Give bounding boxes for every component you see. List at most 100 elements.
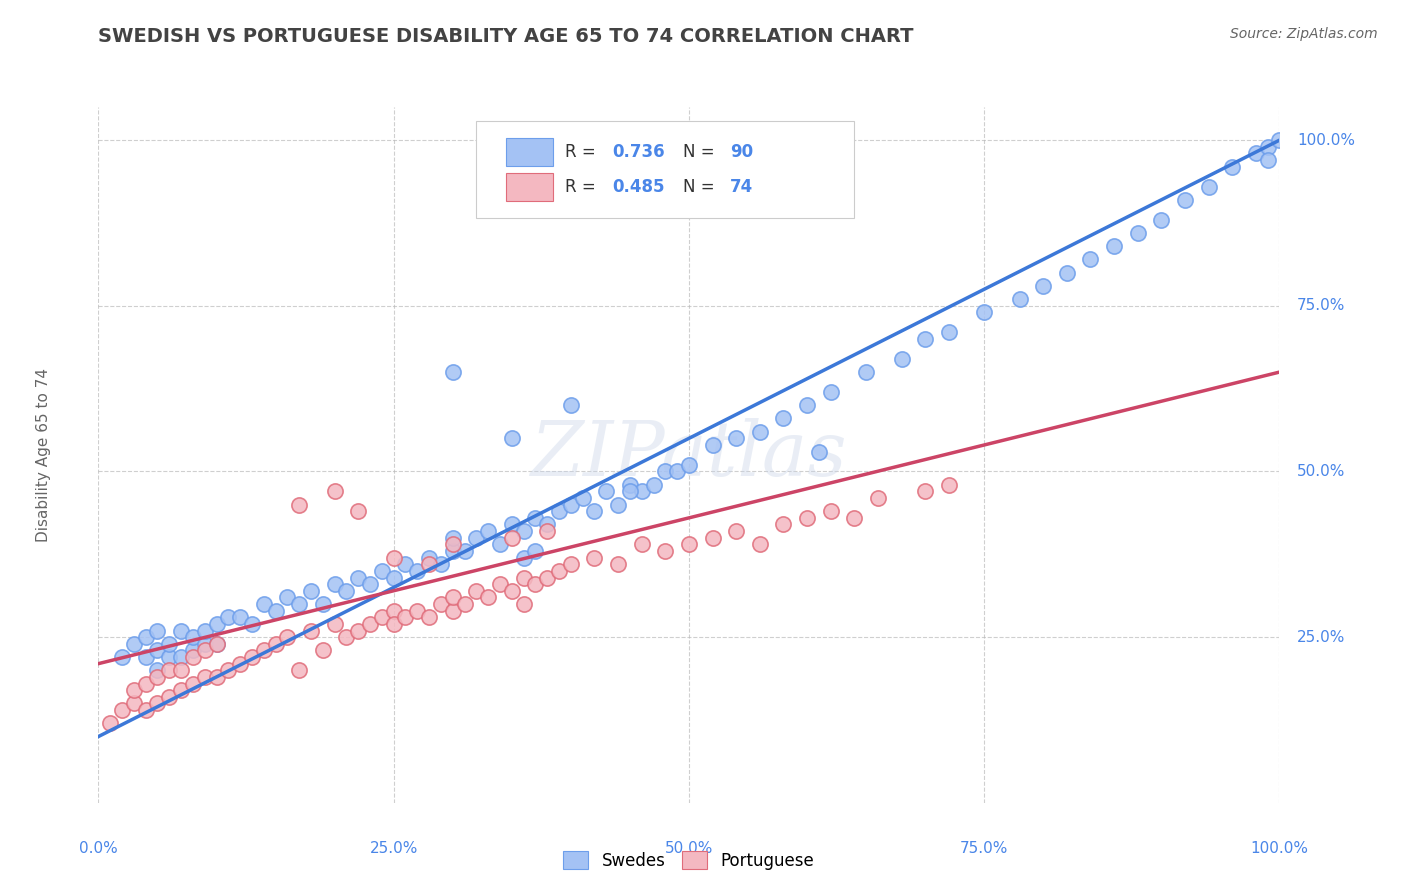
Point bbox=[288, 663, 311, 677]
Point bbox=[406, 564, 429, 578]
Point bbox=[382, 604, 405, 618]
Point bbox=[536, 524, 558, 538]
Point bbox=[666, 465, 689, 479]
Point bbox=[122, 683, 145, 698]
Point bbox=[323, 616, 346, 631]
Point bbox=[548, 564, 571, 578]
Point bbox=[418, 550, 440, 565]
Point bbox=[1257, 153, 1279, 167]
Point bbox=[725, 431, 748, 445]
Point bbox=[170, 663, 193, 677]
Point bbox=[807, 444, 830, 458]
Point bbox=[512, 570, 534, 584]
Text: 74: 74 bbox=[730, 178, 754, 196]
Point bbox=[678, 458, 700, 472]
Bar bbox=[506, 138, 553, 166]
Point bbox=[1244, 146, 1267, 161]
Text: 100.0%: 100.0% bbox=[1250, 841, 1309, 856]
Point bbox=[288, 498, 311, 512]
Point bbox=[489, 537, 512, 551]
Point bbox=[335, 630, 357, 644]
Point bbox=[205, 637, 228, 651]
Point bbox=[441, 365, 464, 379]
Point bbox=[253, 597, 276, 611]
Point bbox=[866, 491, 889, 505]
Text: 50.0%: 50.0% bbox=[665, 841, 713, 856]
Point bbox=[146, 643, 169, 657]
Point bbox=[157, 650, 180, 665]
Point bbox=[1102, 239, 1125, 253]
Point bbox=[335, 583, 357, 598]
Text: 0.736: 0.736 bbox=[612, 144, 665, 161]
Point bbox=[630, 537, 652, 551]
Point bbox=[253, 643, 276, 657]
Point bbox=[312, 597, 335, 611]
Bar bbox=[506, 173, 553, 201]
Point bbox=[678, 537, 700, 551]
Point bbox=[1032, 279, 1054, 293]
Text: 75.0%: 75.0% bbox=[960, 841, 1008, 856]
Point bbox=[477, 591, 499, 605]
Point bbox=[135, 703, 157, 717]
Point bbox=[524, 577, 547, 591]
Point bbox=[371, 610, 394, 624]
Point bbox=[347, 504, 370, 518]
Text: Source: ZipAtlas.com: Source: ZipAtlas.com bbox=[1230, 27, 1378, 41]
Point bbox=[146, 624, 169, 638]
Point bbox=[382, 550, 405, 565]
Text: N =: N = bbox=[683, 144, 720, 161]
Point bbox=[914, 332, 936, 346]
Point bbox=[441, 604, 464, 618]
Point bbox=[312, 643, 335, 657]
Point bbox=[607, 558, 630, 572]
Point bbox=[748, 425, 770, 439]
Point bbox=[1198, 179, 1220, 194]
Point bbox=[170, 683, 193, 698]
Point bbox=[560, 498, 582, 512]
Point bbox=[394, 558, 416, 572]
Point bbox=[1150, 212, 1173, 227]
Point bbox=[890, 351, 912, 366]
Point bbox=[135, 630, 157, 644]
Point bbox=[394, 610, 416, 624]
Point bbox=[1268, 133, 1291, 147]
Point bbox=[619, 484, 641, 499]
Point bbox=[501, 531, 523, 545]
Point bbox=[583, 504, 606, 518]
Point bbox=[796, 398, 818, 412]
Point bbox=[536, 517, 558, 532]
Point bbox=[194, 637, 217, 651]
Point bbox=[820, 504, 842, 518]
Point bbox=[453, 544, 475, 558]
Point bbox=[194, 643, 217, 657]
Text: 50.0%: 50.0% bbox=[1298, 464, 1346, 479]
Point bbox=[418, 610, 440, 624]
Point bbox=[157, 637, 180, 651]
Point bbox=[560, 398, 582, 412]
Point bbox=[973, 305, 995, 319]
Point bbox=[323, 484, 346, 499]
Point bbox=[772, 411, 794, 425]
Point bbox=[844, 511, 866, 525]
Point bbox=[453, 597, 475, 611]
Point bbox=[240, 650, 263, 665]
Point bbox=[725, 524, 748, 538]
Point bbox=[595, 484, 617, 499]
Point bbox=[512, 524, 534, 538]
Point bbox=[157, 663, 180, 677]
Point bbox=[855, 365, 877, 379]
FancyBboxPatch shape bbox=[477, 121, 855, 219]
Point bbox=[205, 637, 228, 651]
Point bbox=[205, 616, 228, 631]
Point bbox=[418, 558, 440, 572]
Text: N =: N = bbox=[683, 178, 720, 196]
Text: 90: 90 bbox=[730, 144, 754, 161]
Point bbox=[489, 577, 512, 591]
Point bbox=[135, 650, 157, 665]
Point bbox=[276, 591, 298, 605]
Point bbox=[122, 637, 145, 651]
Point bbox=[548, 504, 571, 518]
Point bbox=[772, 517, 794, 532]
Point bbox=[98, 716, 121, 731]
Point bbox=[441, 537, 464, 551]
